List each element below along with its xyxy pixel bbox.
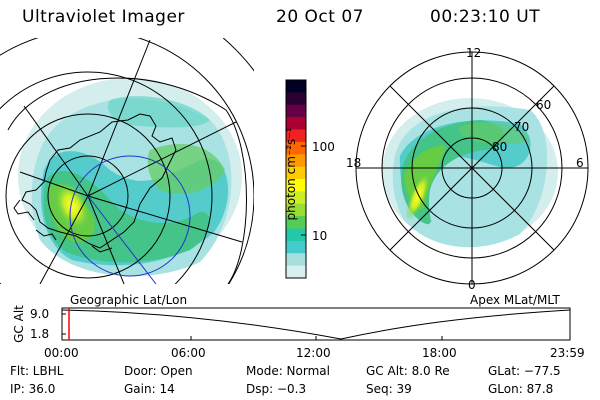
colorbar-segment (286, 80, 306, 93)
colorbar-segment (286, 104, 306, 118)
colorbar-segment (286, 179, 306, 192)
altitude-ytick-9: 9.0 (30, 307, 50, 321)
altitude-curve (61, 309, 571, 340)
ip-info: IP: 36.0 (10, 382, 56, 396)
colorbar-segment (286, 203, 306, 217)
altitude-xtick-1200: 12:00 (296, 346, 331, 360)
colorbar-unit-label: photon cm⁻²s⁻¹ (284, 127, 298, 221)
geographic-map (0, 38, 254, 284)
colorbar-segment (286, 129, 306, 143)
mlt-label-0: 0 (468, 278, 476, 292)
fov-boundary (7, 77, 247, 284)
colorbar-segment (286, 228, 306, 242)
altitude-plot (61, 307, 571, 341)
coastline (21, 113, 177, 249)
altitude-ytick-1-8: 1.8 (30, 327, 50, 341)
longitude-lines (19, 39, 243, 284)
colorbar-tick-100: 100 (312, 140, 335, 154)
glon-info: GLon: 87.8 (488, 382, 554, 396)
mlt-label-12: 12 (466, 46, 482, 60)
glat-info: GLat: −77.5 (488, 364, 561, 378)
mlat-mlt-plot (355, 51, 589, 285)
gc-alt-info: GC Alt: 8.0 Re (366, 364, 450, 378)
dsp-info: Dsp: −0.3 (246, 382, 307, 396)
coastline-detail (13, 199, 113, 253)
colorbar-segment (286, 191, 306, 205)
colorbar-segment (286, 92, 306, 106)
right-panel-caption: Apex MLat/MLT (470, 293, 560, 307)
time-label: 00:23:10 UT (430, 7, 541, 27)
colorbar-segment (286, 265, 306, 279)
mlat-label-70: 70 (514, 120, 530, 134)
mlat-label-80: 80 (492, 140, 508, 154)
altitude-ylabel: GC Alt (12, 305, 26, 343)
colorbar-segment (286, 117, 306, 130)
instrument-title: Ultraviolet Imager (22, 7, 185, 27)
gain-info: Gain: 14 (124, 382, 175, 396)
magnetic-reference (69, 155, 191, 284)
colorbar-segment (286, 240, 306, 254)
seq-info: Seq: 39 (366, 382, 412, 396)
right-aurora-emission (382, 98, 558, 248)
colorbar-tick-10: 10 (312, 229, 328, 243)
altitude-xtick-2359: 23:59 (550, 346, 585, 360)
colorbar-segment (286, 253, 306, 267)
mlt-label-18: 18 (346, 156, 362, 170)
door-info: Door: Open (124, 364, 193, 378)
mlat-label-60: 60 (536, 98, 552, 112)
left-panel-caption: Geographic Lat/Lon (70, 293, 188, 307)
mode-info: Mode: Normal (246, 364, 330, 378)
filter-info: Flt: LBHL (10, 364, 64, 378)
colorbar-segment (286, 166, 306, 180)
altitude-xtick-0000: 00:00 (44, 346, 79, 360)
left-aurora-emission (18, 78, 242, 277)
altitude-xtick-0600: 06:00 (171, 346, 206, 360)
mlt-diagonal-line-2 (389, 85, 555, 251)
latitude-circles (0, 38, 254, 284)
colorbar (285, 79, 307, 279)
colorbar-segment (286, 154, 306, 168)
mlt-label-6: 6 (576, 156, 584, 170)
colorbar-segment (286, 216, 306, 229)
colorbar-segment (286, 141, 306, 155)
altitude-xtick-1800: 18:00 (422, 346, 457, 360)
date-label: 20 Oct 07 (276, 7, 364, 27)
